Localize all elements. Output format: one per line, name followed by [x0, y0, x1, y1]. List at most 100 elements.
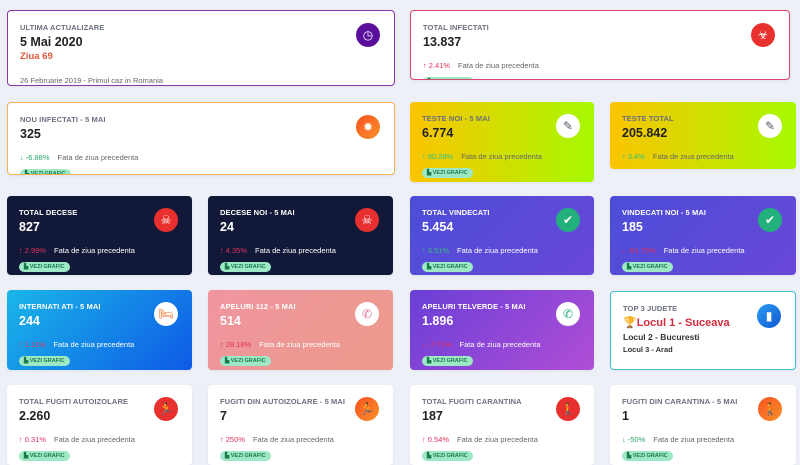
- arrow-down-icon: ↓: [20, 153, 24, 162]
- view-chart-label: VEZI GRAFIC: [230, 453, 266, 459]
- view-chart-button[interactable]: ▙ VEZI GRAFIC: [19, 356, 70, 366]
- chart-icon: ▙: [25, 171, 31, 175]
- compare-label: Fata de ziua precedenta: [653, 435, 735, 444]
- chart-icon: ▙: [427, 264, 433, 270]
- percent-change: -50%: [627, 435, 646, 444]
- card-label: FUGITI DIN CARANTINA - 5 MAI: [622, 397, 738, 406]
- card-value: 185: [622, 220, 643, 234]
- card-label: TOTAL VINDECATI: [422, 208, 490, 217]
- top-counties-card: TOP 3 JUDETE 🏆Locul 1 - Suceava Locul 2 …: [610, 291, 796, 370]
- view-chart-label: VEZI GRAFIC: [632, 264, 668, 270]
- stat-card: TESTE NOI - 5 MAI 6.774 ↑ 90.28% Fata de z…: [410, 102, 594, 182]
- view-chart-label: VEZI GRAFIC: [432, 358, 468, 364]
- view-chart-label: VEZI GRAFIC: [29, 358, 65, 364]
- stat-card: TOTAL DECESE 827 ↑ 2.99% Fata de ziua prec…: [7, 196, 192, 275]
- stat-card: TOTAL VINDECATI 5.454 ↑ 3.51% Fata de ziua…: [410, 196, 594, 275]
- chart-icon: ▙: [427, 453, 433, 459]
- percent-change: 3.51%: [427, 246, 450, 255]
- arrow-down-icon: ↓: [422, 340, 426, 349]
- view-chart-button[interactable]: ▙ VEZI GRAFIC: [19, 262, 70, 272]
- view-chart-button[interactable]: ▙ VEZI GRAFIC: [422, 262, 473, 272]
- stat-card: FUGITI DIN CARANTINA - 5 MAI 1 ↓ -50% Fata…: [610, 385, 796, 465]
- chart-icon: ▙: [427, 170, 433, 176]
- view-chart-button[interactable]: ▙ VEZI GRAFIC: [622, 451, 673, 461]
- view-chart-button[interactable]: ▙ VEZI GRAFIC: [423, 77, 474, 80]
- view-chart-button[interactable]: ▙ VEZI GRAFIC: [622, 262, 673, 272]
- card-value: 187: [422, 409, 443, 423]
- chart-icon: ▙: [627, 453, 633, 459]
- arrow-up-icon: ↑: [19, 246, 23, 255]
- card-label: TOTAL FUGITI AUTOIZOLARE: [19, 397, 129, 406]
- card-label: VINDECATI NOI - 5 MAI: [622, 208, 707, 217]
- view-chart-button[interactable]: ▙ VEZI GRAFIC: [220, 262, 271, 272]
- chart-icon: ▙: [627, 264, 633, 270]
- view-chart-label: VEZI GRAFIC: [230, 264, 266, 270]
- view-chart-button[interactable]: ▙ VEZI GRAFIC: [422, 356, 473, 366]
- stat-card: TESTE TOTAL 205.842 ↑ 3.4% Fata de ziua pr…: [610, 102, 796, 169]
- stat-card: TOTAL INFECTATI 13.837 ↑ 2.41% Fata de ziu…: [410, 10, 790, 80]
- stat-card: TOTAL FUGITI CARANTINA 187 ↑ 0.54% Fata de…: [410, 385, 594, 465]
- compare-label: Fata de ziua precedenta: [53, 340, 135, 349]
- arrow-up-icon: ↑: [220, 246, 224, 255]
- bar-chart-icon: ▮: [757, 304, 781, 328]
- view-chart-label: VEZI GRAFIC: [632, 453, 668, 459]
- third-place: Locul 3 - Arad: [623, 345, 673, 354]
- card-label: TOP 3 JUDETE: [623, 304, 678, 313]
- card-value: 2.260: [19, 409, 51, 423]
- arrow-up-icon: ↑: [220, 435, 224, 444]
- view-chart-label: VEZI GRAFIC: [230, 358, 266, 364]
- card-label: APELURI 112 - 5 MAI: [220, 302, 296, 311]
- percent-change: 1.11%: [24, 340, 46, 349]
- card-value: 6.774: [422, 126, 454, 140]
- card-value: 5.454: [422, 220, 454, 234]
- card-value: 13.837: [423, 35, 462, 49]
- compare-label: Fata de ziua precedenta: [457, 435, 538, 444]
- compare-label: Fata de ziua precedenta: [652, 152, 734, 161]
- day-count: Ziua 69: [20, 51, 53, 62]
- hiking-icon: 🚶: [758, 397, 782, 421]
- first-case: 26 Februarie 2019 - Primul caz in Romani…: [20, 76, 163, 85]
- view-chart-button[interactable]: ▙ VEZI GRAFIC: [220, 451, 271, 461]
- compare-label: Fata de ziua precedenta: [461, 152, 543, 161]
- chart-icon: ▙: [225, 264, 231, 270]
- card-value: 244: [19, 314, 40, 328]
- arrow-up-icon: ↑: [422, 246, 426, 255]
- arrow-up-icon: ↑: [423, 61, 427, 70]
- stat-card: NOU INFECTATI - 5 MAI 325 ↓ -6.88% Fata de…: [7, 102, 395, 175]
- view-chart-button[interactable]: ▙ VEZI GRAFIC: [20, 169, 71, 175]
- percent-change: 0.31%: [24, 435, 47, 444]
- view-chart-label: VEZI GRAFIC: [30, 171, 66, 175]
- percent-change: 2.99%: [24, 246, 47, 255]
- card-label: DECESE NOI - 5 MAI: [220, 208, 295, 217]
- biohazard-icon: ☣: [751, 23, 775, 47]
- card-label: TESTE NOI - 5 MAI: [422, 114, 490, 123]
- running-icon: 🏃: [355, 397, 379, 421]
- arrow-up-icon: ↑: [422, 435, 426, 444]
- percent-change: 250%: [225, 435, 245, 444]
- trophy-icon: 🏆: [623, 317, 637, 329]
- percent-change: 4.35%: [225, 246, 248, 255]
- view-chart-button[interactable]: ▙ VEZI GRAFIC: [19, 451, 70, 461]
- compare-label: Fata de ziua precedenta: [259, 340, 341, 349]
- arrow-up-icon: ↑: [422, 152, 426, 161]
- syringe-icon: ✎: [556, 114, 580, 138]
- stat-card: APELURI TELVERDE - 5 MAI 1.896 ↓ -7.71% Fa…: [410, 290, 594, 370]
- view-chart-button[interactable]: ▙ VEZI GRAFIC: [422, 168, 473, 178]
- card-value: 1: [622, 409, 629, 423]
- compare-label: Fata de ziua precedenta: [459, 340, 541, 349]
- view-chart-button[interactable]: ▙ VEZI GRAFIC: [220, 356, 271, 366]
- percent-change: 90.28%: [427, 152, 454, 161]
- stat-card: DECESE NOI - 5 MAI 24 ↑ 4.35% Fata de ziua…: [208, 196, 393, 275]
- card-label: TESTE TOTAL: [622, 114, 674, 123]
- view-chart-button[interactable]: ▙ VEZI GRAFIC: [422, 451, 473, 461]
- view-chart-label: VEZI GRAFIC: [432, 170, 468, 176]
- chart-icon: ▙: [428, 79, 434, 80]
- card-label: ULTIMA ACTUALIZARE: [20, 23, 105, 32]
- first-place: Locul 1 - Suceava: [636, 317, 730, 329]
- arrow-up-icon: ↑: [220, 340, 224, 349]
- update-date: 5 Mai 2020: [20, 35, 83, 49]
- last-update-card: ULTIMA ACTUALIZARE 5 Mai 2020 Ziua 69 26…: [7, 10, 395, 86]
- running-icon: 🏃: [154, 397, 178, 421]
- view-chart-label: VEZI GRAFIC: [432, 453, 468, 459]
- stat-card: INTERNATI ATI - 5 MAI 244 ↑ 1.11% Fata de …: [7, 290, 192, 370]
